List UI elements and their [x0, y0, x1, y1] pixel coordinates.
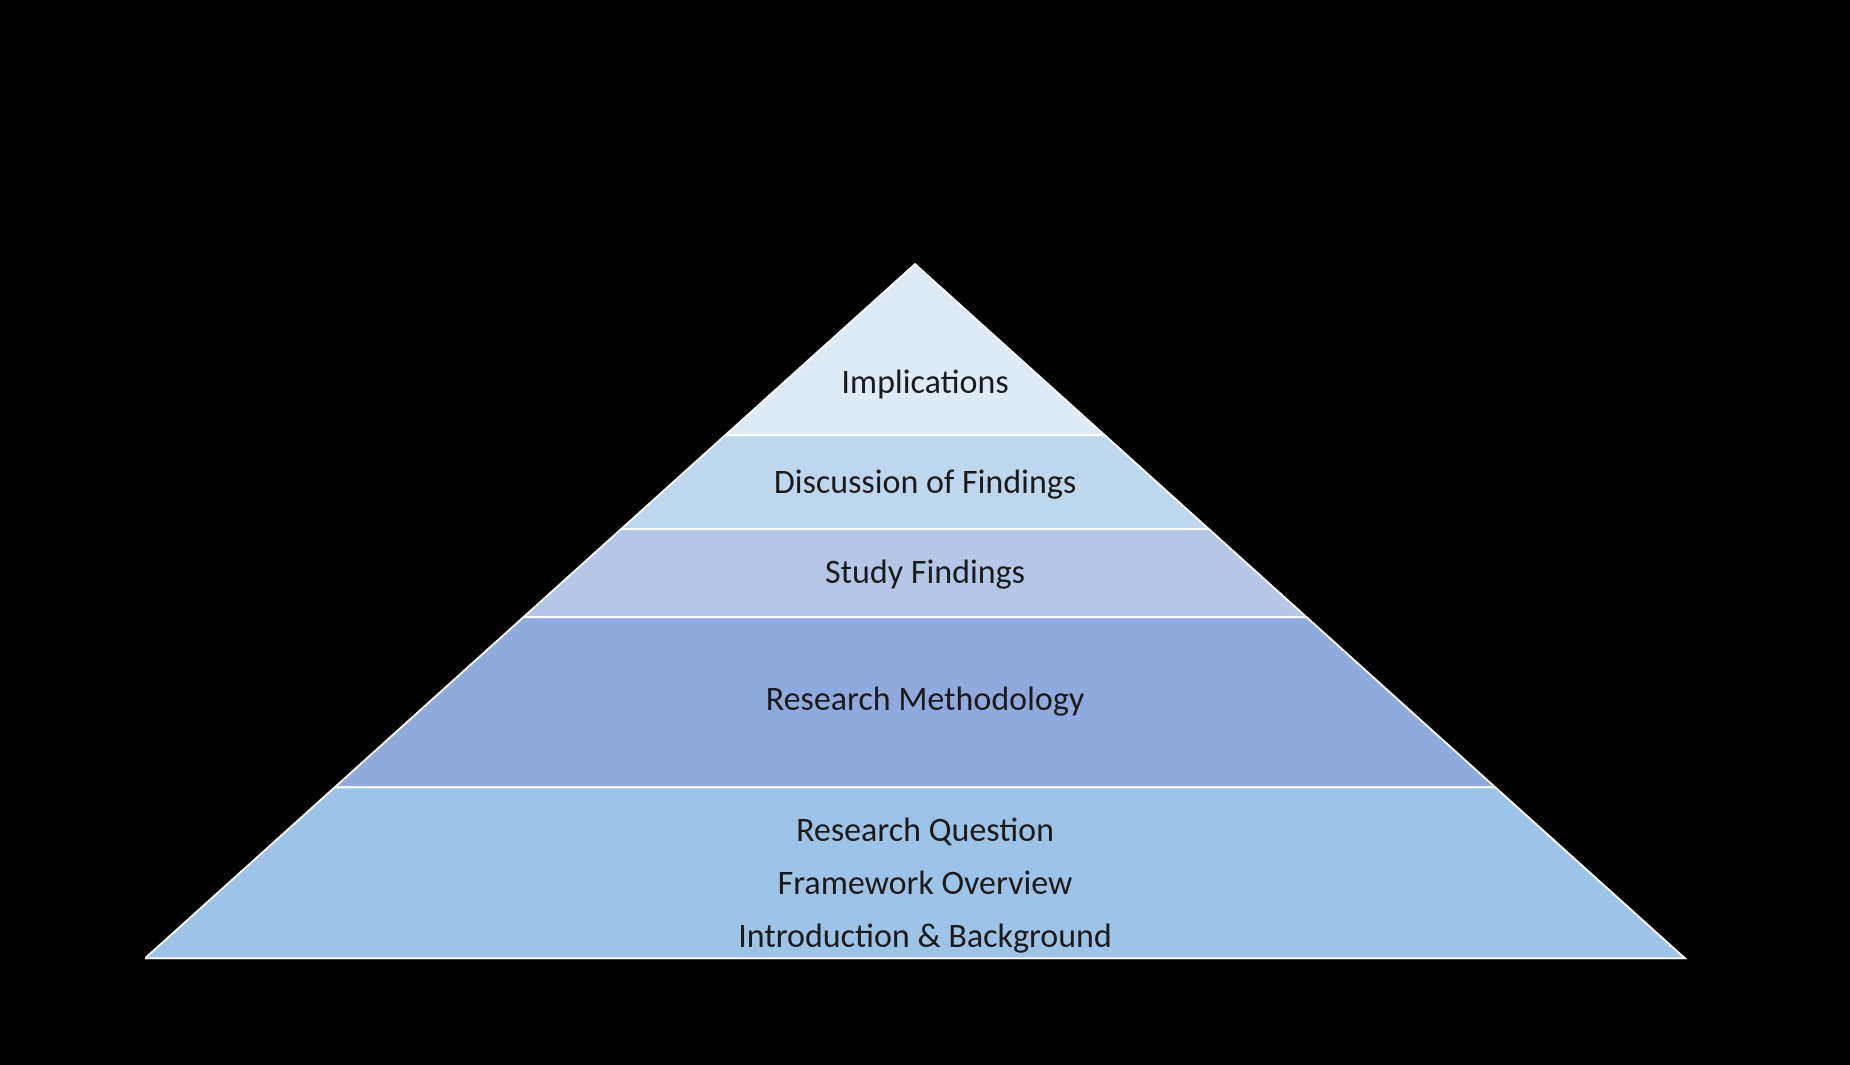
- pyramid-layer-1: [621, 435, 1209, 529]
- pyramid-layer-4: [145, 787, 1685, 958]
- pyramid-layer-0: [725, 264, 1105, 435]
- pyramid-svg: [145, 93, 1705, 973]
- pyramid-layer-3: [335, 617, 1495, 787]
- pyramid-diagram: ImplicationsDiscussion of FindingsStudy …: [145, 93, 1705, 973]
- pyramid-layer-2: [523, 529, 1306, 617]
